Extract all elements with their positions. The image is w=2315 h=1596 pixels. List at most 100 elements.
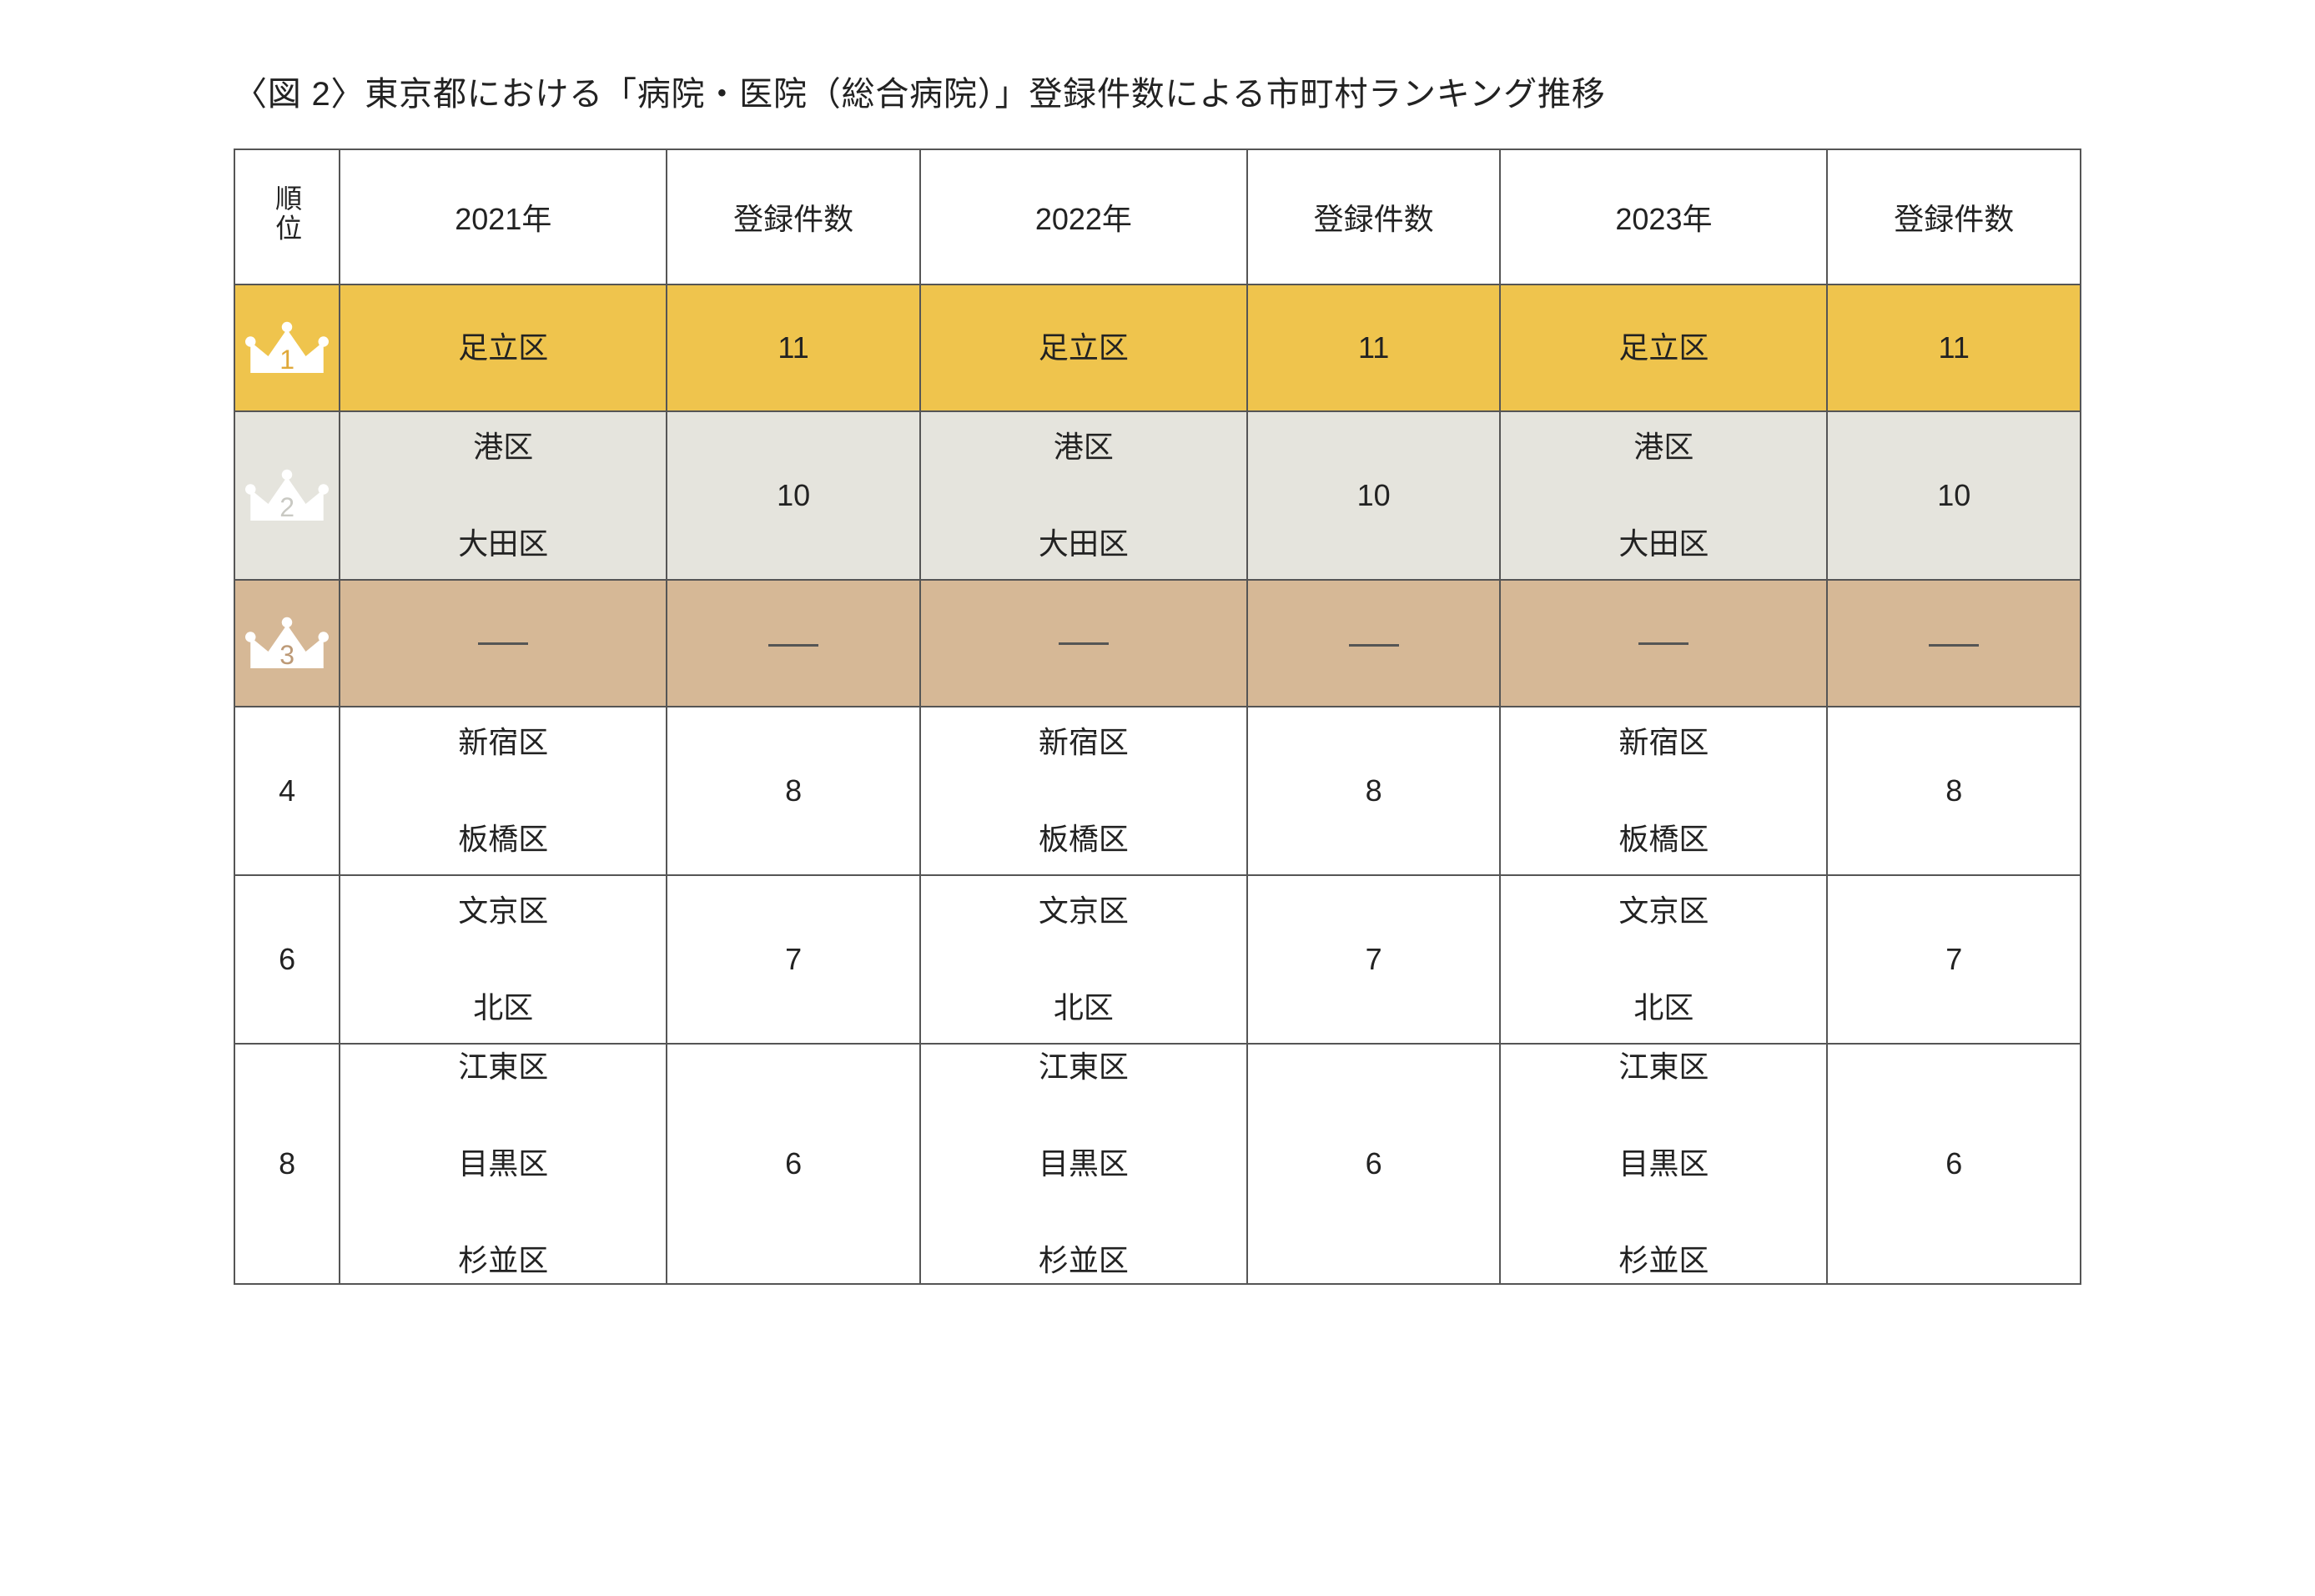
empty-dash	[1059, 642, 1109, 645]
ward-name: 目黒区	[458, 1141, 548, 1186]
ward-name: 杉並区	[1618, 1238, 1709, 1283]
col-header-count-2023: 登録件数	[1827, 149, 2081, 284]
ranking-table: 順位 2021年 登録件数 2022年 登録件数 2023年 登録件数 1 足立…	[234, 149, 2081, 1285]
rank-cell: 2	[234, 411, 340, 580]
col-header-rank: 順位	[234, 149, 340, 284]
count-cell: 7	[667, 875, 919, 1044]
rank-cell: 1	[234, 284, 340, 411]
crown-icon: 1	[245, 315, 329, 381]
col-header-count-2021: 登録件数	[667, 149, 919, 284]
count-cell	[1247, 580, 1500, 707]
count-cell: 7	[1827, 875, 2081, 1044]
rank-number: 1	[245, 346, 329, 373]
count-value: 10	[1937, 478, 1970, 512]
ward-cell: 足立区	[920, 284, 1247, 411]
table-row: 2 港区大田区10港区大田区10港区大田区10	[234, 411, 2081, 580]
col-header-count-2022: 登録件数	[1247, 149, 1500, 284]
ward-cell: 文京区北区	[1500, 875, 1827, 1044]
rank-header-text: 順位	[268, 184, 306, 243]
ward-name: 新宿区	[1039, 720, 1129, 765]
count-cell: 6	[1827, 1044, 2081, 1284]
ward-name: 港区	[1633, 425, 1693, 470]
ward-name: 大田区	[1618, 521, 1709, 566]
ward-name: 大田区	[1039, 521, 1129, 566]
table-header-row: 順位 2021年 登録件数 2022年 登録件数 2023年 登録件数	[234, 149, 2081, 284]
count-value: 10	[1357, 478, 1391, 512]
table-row: 3	[234, 580, 2081, 707]
ward-cell	[340, 580, 667, 707]
count-cell: 6	[667, 1044, 919, 1284]
crown-icon: 2	[245, 462, 329, 529]
rank-number: 8	[279, 1146, 295, 1181]
ward-cell: 足立区	[1500, 284, 1827, 411]
empty-dash	[1638, 642, 1688, 645]
ward-cell: 新宿区板橋区	[1500, 707, 1827, 875]
ward-name: 文京区	[1618, 889, 1709, 934]
ward-cell: 江東区目黒区杉並区	[340, 1044, 667, 1284]
ward-cell: 足立区	[340, 284, 667, 411]
crown-icon: 3	[245, 610, 329, 677]
empty-dash	[1929, 644, 1979, 647]
count-cell: 11	[1247, 284, 1500, 411]
ward-name: 北区	[1054, 985, 1114, 1030]
ward-cell: 新宿区板橋区	[920, 707, 1247, 875]
ward-cell: 文京区北区	[920, 875, 1247, 1044]
count-value: 7	[785, 942, 802, 976]
ward-name: 足立区	[458, 325, 548, 370]
ward-name: 板橋区	[1618, 817, 1709, 862]
ward-name: 新宿区	[458, 720, 548, 765]
count-value: 11	[1358, 330, 1389, 365]
count-value: 11	[1939, 330, 1970, 365]
ward-cell: 江東区目黒区杉並区	[1500, 1044, 1827, 1284]
ward-name: 目黒区	[1618, 1141, 1709, 1186]
figure-title: 〈図 2〉東京都における「病院・医院（総合病院）」登録件数による市町村ランキング…	[234, 67, 2081, 115]
ward-cell	[1500, 580, 1827, 707]
count-cell: 10	[1247, 411, 1500, 580]
count-value: 6	[1945, 1146, 1962, 1181]
rank-cell: 6	[234, 875, 340, 1044]
count-value: 11	[778, 330, 808, 365]
table-row: 1 足立区 11 足立区 11 足立区 11	[234, 284, 2081, 411]
rank-cell: 4	[234, 707, 340, 875]
rank-number: 6	[279, 942, 295, 976]
ward-name: 港区	[473, 425, 533, 470]
rank-cell: 3	[234, 580, 340, 707]
ward-name: 新宿区	[1618, 720, 1709, 765]
ward-name: 足立区	[1618, 325, 1709, 370]
ward-name: 港区	[1054, 425, 1114, 470]
ward-name: 文京区	[1039, 889, 1129, 934]
empty-dash	[1349, 644, 1399, 647]
count-cell: 6	[1247, 1044, 1500, 1284]
count-value: 7	[1945, 942, 1962, 976]
count-cell	[667, 580, 919, 707]
ward-cell	[920, 580, 1247, 707]
ward-cell: 文京区北区	[340, 875, 667, 1044]
ward-name: 杉並区	[458, 1238, 548, 1283]
ward-name: 板橋区	[458, 817, 548, 862]
table-body: 1 足立区11足立区11足立区11 2 港区大田区10港区大田区10港区大田区1…	[234, 284, 2081, 1284]
rank-number: 2	[245, 494, 329, 521]
count-cell: 7	[1247, 875, 1500, 1044]
ward-name: 江東区	[1618, 1045, 1709, 1090]
count-cell: 10	[1827, 411, 2081, 580]
count-value: 8	[1945, 773, 1962, 808]
rank-number: 4	[279, 773, 295, 808]
col-header-year-2023: 2023年	[1500, 149, 1827, 284]
count-value: 8	[1366, 773, 1382, 808]
empty-dash	[768, 644, 818, 647]
count-value: 6	[1366, 1146, 1382, 1181]
ward-cell: 港区大田区	[920, 411, 1247, 580]
ward-name: 目黒区	[1039, 1141, 1129, 1186]
table-row: 4新宿区板橋区8新宿区板橋区8新宿区板橋区8	[234, 707, 2081, 875]
ward-name: 北区	[473, 985, 533, 1030]
ward-name: 足立区	[1039, 325, 1129, 370]
count-value: 8	[785, 773, 802, 808]
col-header-year-2022: 2022年	[920, 149, 1247, 284]
count-cell: 10	[667, 411, 919, 580]
ward-cell: 新宿区板橋区	[340, 707, 667, 875]
ward-name: 杉並区	[1039, 1238, 1129, 1283]
ward-cell: 港区大田区	[340, 411, 667, 580]
empty-dash	[478, 642, 528, 645]
count-cell	[1827, 580, 2081, 707]
rank-cell: 8	[234, 1044, 340, 1284]
